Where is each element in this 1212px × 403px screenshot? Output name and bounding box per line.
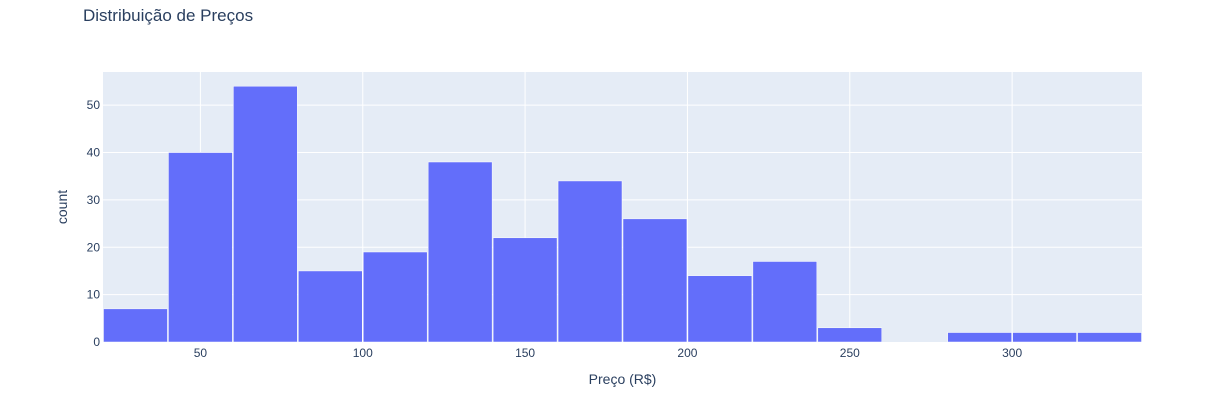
x-axis-title: Preço (R$) — [589, 371, 657, 387]
histogram-bar — [817, 327, 882, 343]
histogram-bar — [1077, 332, 1142, 343]
histogram-bar — [1012, 332, 1077, 343]
y-tick-label: 50 — [87, 98, 101, 112]
y-axis-ticks: 0 10 20 30 40 50 — [87, 98, 101, 349]
chart-title: Distribuição de Preços — [83, 6, 254, 25]
histogram-bar — [752, 261, 818, 343]
x-tick-label: 250 — [840, 346, 860, 360]
y-tick-label: 20 — [87, 240, 101, 254]
bars — [103, 85, 1142, 343]
x-tick-label: 200 — [677, 346, 697, 360]
histogram-bar — [168, 152, 233, 343]
histogram-bar — [687, 275, 753, 343]
histogram-bar — [557, 180, 623, 343]
histogram-bar — [298, 270, 363, 343]
y-tick-label: 40 — [87, 146, 101, 160]
histogram-bar — [947, 332, 1012, 343]
y-axis-title: count — [54, 190, 70, 224]
x-tick-label: 150 — [515, 346, 535, 360]
x-tick-label: 100 — [353, 346, 373, 360]
x-tick-label: 300 — [1002, 346, 1022, 360]
histogram-bar — [363, 251, 428, 343]
y-tick-label: 10 — [87, 288, 101, 302]
y-tick-label: 0 — [93, 335, 100, 349]
histogram-bar — [622, 218, 688, 343]
histogram-bar — [492, 237, 558, 343]
x-tick-label: 50 — [194, 346, 208, 360]
x-axis-ticks: 50 100 150 200 250 300 — [194, 346, 1023, 360]
histogram-bar — [427, 161, 493, 343]
y-tick-label: 30 — [87, 193, 101, 207]
histogram-bar — [233, 85, 298, 343]
histogram-bar — [103, 308, 168, 343]
